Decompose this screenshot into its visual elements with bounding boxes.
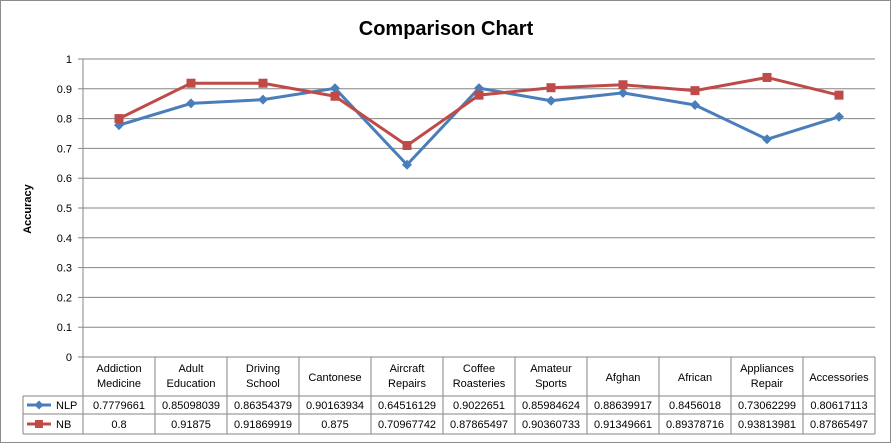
nb-marker — [474, 90, 484, 100]
nb-marker — [618, 80, 628, 90]
y-tick-label: 0.6 — [57, 173, 72, 185]
nb-marker — [834, 90, 844, 100]
nb-value-cell: 0.875 — [321, 419, 349, 431]
nlp-marker — [258, 94, 268, 105]
nlp-marker — [186, 98, 196, 109]
nlp-value-cell: 0.90163934 — [306, 400, 364, 412]
nlp-value-cell: 0.73062299 — [738, 400, 796, 412]
nlp-marker — [618, 87, 628, 98]
nb-marker — [402, 141, 412, 151]
y-tick-label: 0.4 — [57, 233, 72, 245]
x-category-label: Adult Education — [167, 363, 216, 390]
x-category-label: Aircraft Repairs — [388, 363, 426, 390]
nlp-value-cell: 0.8456018 — [669, 400, 721, 412]
nlp-marker — [402, 159, 412, 170]
data-table: Addiction Medicine Adult Education Driving Sc… — [22, 356, 876, 435]
nb-value-cell: 0.87865497 — [810, 419, 868, 431]
nb-value-cell: 0.8 — [111, 419, 126, 431]
x-category-label: Afghan — [606, 372, 641, 384]
nb-marker — [35, 420, 43, 428]
nlp-value-cell: 0.9022651 — [453, 400, 505, 412]
x-category-label: Addiction Medicine — [96, 363, 141, 390]
y-tick-label: 0.8 — [57, 114, 72, 126]
series-layer — [114, 72, 844, 170]
nlp-marker — [546, 95, 556, 106]
nlp-value-cell: 0.85984624 — [522, 400, 580, 412]
y-tick-label: 0.9 — [57, 84, 72, 96]
nlp-value-cell: 0.64516129 — [378, 400, 436, 412]
x-category-label: Driving School — [246, 363, 280, 390]
nb-value-cell: 0.87865497 — [450, 419, 508, 431]
nb-legend-name: NB — [56, 419, 71, 431]
nb-marker — [258, 78, 268, 88]
nb-value-cell: 0.93813981 — [738, 419, 796, 431]
y-tick-label: 0.2 — [57, 292, 72, 304]
nlp-marker — [762, 134, 772, 145]
nb-value-cell: 0.70967742 — [378, 419, 436, 431]
nlp-value-cell: 0.85098039 — [162, 400, 220, 412]
nlp-marker — [330, 83, 340, 94]
y-tick-label: 0.3 — [57, 263, 72, 275]
y-tick-label: 1 — [66, 54, 72, 66]
nb-value-cell: 0.91869919 — [234, 419, 292, 431]
nb-value-cell: 0.91349661 — [594, 419, 652, 431]
x-category-label: African — [678, 372, 712, 384]
gridlines — [78, 58, 875, 358]
nlp-value-cell: 0.86354379 — [234, 400, 292, 412]
nlp-value-cell: 0.88639917 — [594, 400, 652, 412]
y-tick-label: 0.7 — [57, 143, 72, 155]
nb-marker — [762, 72, 772, 82]
nb-marker — [186, 78, 196, 88]
y-axis-label: Accuracy — [22, 183, 34, 233]
y-tick-label: 0.1 — [57, 322, 72, 334]
x-category-label: Amateur Sports — [530, 363, 572, 390]
nlp-legend-name: NLP — [56, 400, 77, 412]
nb-marker — [114, 114, 124, 124]
nb-marker — [330, 91, 340, 101]
nlp-marker — [474, 83, 484, 94]
nlp-value-cell: 0.80617113 — [810, 400, 867, 412]
nb-value-cell: 0.90360733 — [522, 419, 580, 431]
nlp-marker — [834, 111, 844, 122]
nb-marker — [690, 86, 700, 96]
nlp-marker — [34, 400, 44, 410]
nlp-value-cell: 0.7779661 — [93, 400, 145, 412]
x-category-label: Appliances Repair — [740, 363, 794, 390]
y-tick-label: 0.5 — [57, 203, 72, 215]
y-tick-labels: 0 0.1 0.2 0.3 0.4 0.5 0.6 0.7 0.8 0.9 1 — [57, 54, 72, 364]
nb-marker — [546, 83, 556, 93]
nlp-marker — [690, 100, 700, 111]
chart-title: Comparison Chart — [359, 18, 534, 40]
x-category-label: Coffee Roasteries — [453, 363, 506, 390]
nb-value-cell: 0.89378716 — [666, 419, 724, 431]
nb-value-cell: 0.91875 — [171, 419, 211, 431]
y-tick-label: 0 — [66, 352, 72, 364]
x-category-label: Accessories — [809, 372, 869, 384]
x-category-label: Cantonese — [308, 372, 361, 384]
